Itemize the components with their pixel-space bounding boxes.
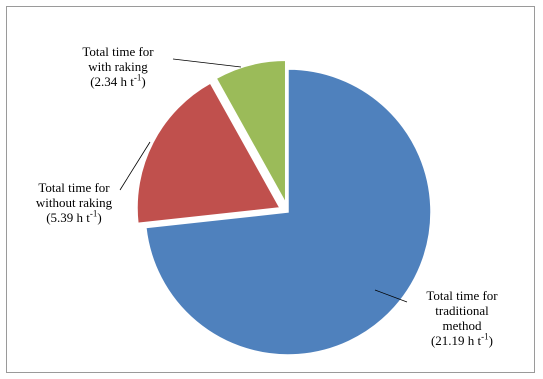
label-without-line1: Total time for <box>38 180 110 195</box>
data-label-without-raking: Total time for without raking (5.39 h t-… <box>18 180 130 225</box>
label-trad-line3: method <box>442 318 482 333</box>
data-label-with-raking: Total time for with raking (2.34 h t-1) <box>62 44 174 89</box>
label-trad-line1: Total time for <box>426 288 498 303</box>
leader-line-1 <box>119 141 151 191</box>
pie-slice-0 <box>145 68 432 356</box>
label-with-value: (2.34 h t-1) <box>90 72 146 89</box>
label-without-line2: without raking <box>35 195 113 210</box>
data-label-traditional: Total time for traditional method (21.19… <box>406 288 518 348</box>
label-with-line1: Total time for <box>82 44 154 59</box>
leader-line-2 <box>172 58 242 68</box>
label-trad-value: (21.19 h t-1) <box>430 331 494 348</box>
label-with-line2: with raking <box>88 59 148 74</box>
leader-line-0 <box>374 289 408 303</box>
pie-slice-1 <box>136 81 282 225</box>
pie-slice-2 <box>215 59 287 207</box>
label-without-value: (5.39 h t-1) <box>46 208 102 225</box>
label-trad-line2: traditional <box>435 303 489 318</box>
